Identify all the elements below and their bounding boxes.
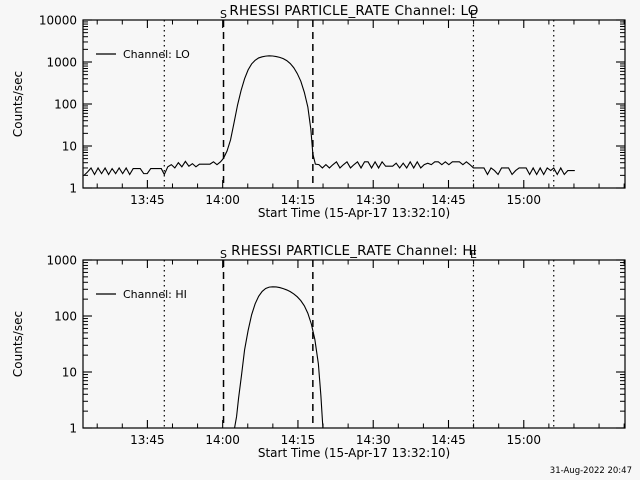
y-tick-label: 10 (62, 140, 77, 154)
y-tick-label: 1000 (46, 56, 77, 70)
x-tick-label: 14:30 (356, 193, 391, 207)
x-tick-label: 14:00 (205, 193, 240, 207)
y-axis-label: Counts/sec (11, 311, 25, 377)
y-tick-label: 10 (62, 366, 77, 380)
x-axis-label: Start Time (15-Apr-17 13:32:10) (258, 206, 450, 220)
plot-frame (82, 259, 626, 429)
data-series-line (83, 55, 575, 176)
legend: Channel: LO (96, 48, 190, 61)
legend-label: Channel: HI (123, 288, 187, 301)
render-timestamp: 31-Aug-2022 20:47 (550, 466, 632, 476)
annotation-marker-s: S (220, 8, 227, 21)
data-series-group (234, 286, 324, 429)
y-tick-label: 100 (54, 98, 77, 112)
x-tick-label: 15:00 (506, 433, 541, 447)
x-tick-label: 13:45 (130, 193, 165, 207)
y-tick-label: 100 (54, 310, 77, 324)
plot-frame (82, 19, 626, 189)
x-tick-label: 14:45 (431, 433, 466, 447)
annotation-marker-s: S (220, 248, 227, 261)
x-tick-label: 13:45 (130, 433, 165, 447)
y-tick-label: 1000 (46, 254, 77, 268)
y-tick-label: 1 (69, 182, 77, 196)
data-series-line (234, 286, 324, 429)
x-axis-label: Start Time (15-Apr-17 13:32:10) (258, 446, 450, 460)
chart-panel-hi: RHESSI PARTICLE_RATE Channel: HI Counts/… (0, 240, 640, 480)
legend-label: Channel: LO (123, 48, 190, 61)
annotation-marker-e: E (470, 248, 477, 261)
x-tick-label: 14:30 (356, 433, 391, 447)
x-axis-ticks: 13:45 14:00 14:15 14:30 14:45 15:00 (96, 20, 625, 207)
chart-title: RHESSI PARTICLE_RATE Channel: LO (229, 3, 478, 19)
x-axis-ticks: 13:45 14:00 14:15 14:30 14:45 15:00 (96, 260, 625, 447)
y-axis-ticks: 1000 100 10 1 (46, 254, 625, 436)
legend: Channel: HI (96, 288, 187, 301)
chart-panel-lo: RHESSI PARTICLE_RATE Channel: LO Counts/… (11, 3, 626, 220)
y-tick-label: 1 (69, 422, 77, 436)
x-tick-label: 14:15 (281, 433, 316, 447)
chart-title: RHESSI PARTICLE_RATE Channel: HI (231, 243, 477, 259)
x-tick-label: 14:15 (281, 193, 316, 207)
y-axis-label: Counts/sec (11, 71, 25, 137)
y-tick-label: 10000 (39, 14, 77, 28)
data-series-group (83, 55, 575, 176)
x-tick-label: 14:45 (431, 193, 466, 207)
annotation-marker-e: E (470, 8, 477, 21)
x-tick-label: 14:00 (205, 433, 240, 447)
x-tick-label: 15:00 (506, 193, 541, 207)
y-axis-ticks: 10000 1000 100 10 1 (39, 14, 625, 196)
plot-svg-hi: RHESSI PARTICLE_RATE Channel: HI Counts/… (11, 243, 632, 476)
plot-svg-lo: RHESSI PARTICLE_RATE Channel: LO Counts/… (11, 3, 626, 220)
